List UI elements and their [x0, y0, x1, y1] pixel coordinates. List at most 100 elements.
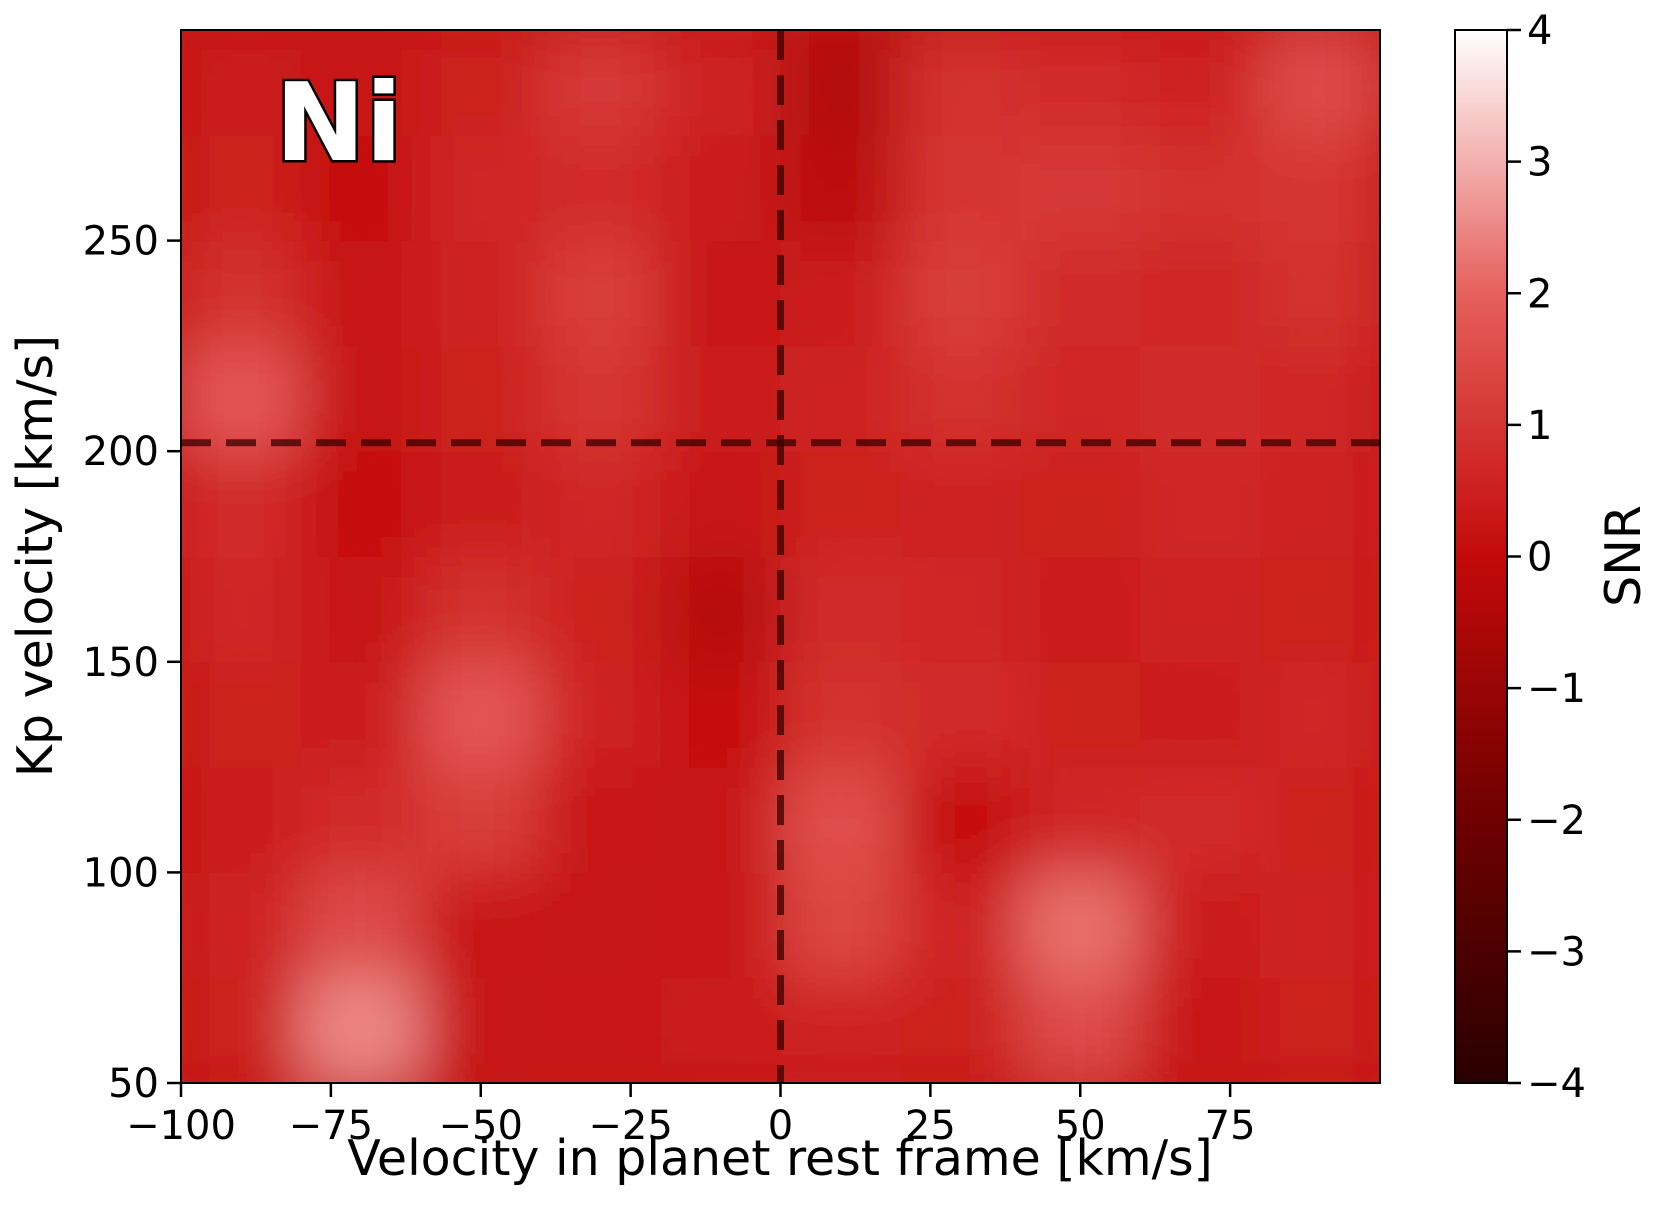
heatmap-cell [181, 556, 302, 663]
heatmap-cell [660, 451, 781, 557]
colorbar [1454, 29, 1508, 1084]
heatmap-cell [1140, 135, 1261, 242]
colorbar-tick-label: −3 [1527, 929, 1586, 975]
heatmap-cell [420, 451, 542, 557]
y-tick-label: 100 [83, 850, 159, 896]
y-tick-label: 200 [83, 429, 159, 475]
heatmap-cell [300, 977, 422, 1083]
heatmap-cell [540, 661, 662, 768]
heatmap-cell [900, 767, 1021, 873]
heatmap-cell [420, 556, 542, 663]
heatmap-cell [1020, 135, 1141, 242]
heatmap-cell [540, 977, 662, 1083]
heatmap-cell [1140, 30, 1261, 136]
heatmap-cell [1260, 556, 1380, 663]
heatmap-cell [181, 345, 302, 452]
heatmap-cell [780, 451, 901, 557]
heatmap-cell [1260, 345, 1380, 452]
colorbar-tick-label: −2 [1527, 798, 1586, 844]
heatmap-cell [780, 767, 901, 873]
heatmap-cell [660, 135, 781, 242]
heatmap-cell [181, 661, 302, 768]
heatmap-cell [420, 977, 542, 1083]
heatmap-cell [181, 767, 302, 873]
heatmap-cell [1260, 135, 1380, 242]
heatmap-cell [900, 977, 1021, 1083]
heatmap-cell [1140, 556, 1261, 663]
heatmap-cell [540, 135, 662, 242]
colorbar-tick-label: 1 [1527, 403, 1552, 449]
heatmap-cell [1260, 977, 1380, 1083]
heatmap-cell [660, 345, 781, 452]
heatmap-cell [900, 135, 1021, 242]
y-tick-label: 150 [83, 640, 159, 686]
heatmap-cell [300, 30, 422, 136]
y-axis-label: Kp velocity [km/s] [7, 335, 64, 777]
heatmap-cell [900, 556, 1021, 663]
heatmap-cell [540, 345, 662, 452]
heatmap-cell [181, 977, 302, 1083]
heatmap-cell [540, 451, 662, 557]
heatmap-cell [1140, 872, 1261, 979]
heatmap-cell [420, 767, 542, 873]
heatmap-cell [420, 661, 542, 768]
heatmap-cell [540, 30, 662, 136]
heatmap-cell [420, 135, 542, 242]
heatmap-cell [1140, 767, 1261, 873]
heatmap-cell [420, 345, 542, 452]
heatmap-cell [1260, 30, 1380, 136]
heatmap-cell [660, 661, 781, 768]
heatmap-cell [900, 345, 1021, 452]
heatmap-cell [181, 240, 302, 347]
y-tick-label: 50 [108, 1061, 159, 1107]
heatmap-cell [660, 767, 781, 873]
heatmap-cell [1020, 661, 1141, 768]
heatmap-cell [780, 345, 901, 452]
heatmap-cell [300, 661, 422, 768]
heatmap-cell [1260, 451, 1380, 557]
heatmap-cell [1020, 977, 1141, 1083]
heatmap-cell [900, 30, 1021, 136]
heatmap-cell [1260, 661, 1380, 768]
heatmap-cell [420, 30, 542, 136]
heatmap-cell [300, 135, 422, 242]
heatmap-cell [300, 345, 422, 452]
heatmap-cell [300, 556, 422, 663]
heatmap-cell [660, 977, 781, 1083]
x-tick-label: −75 [289, 1103, 373, 1149]
heatmap-cell [1260, 240, 1380, 347]
heatmap-cell [780, 661, 901, 768]
heatmap-cell [1020, 451, 1141, 557]
y-tick-label: 250 [83, 219, 159, 265]
heatmap-cell [540, 240, 662, 347]
heatmap-cell [1140, 977, 1261, 1083]
heatmap-cell [660, 556, 781, 663]
x-tick-label: 0 [768, 1103, 793, 1149]
cells [181, 30, 1380, 1083]
heatmap-cell [1020, 872, 1141, 979]
heatmap-cell [780, 30, 901, 136]
heatmap-cell [300, 451, 422, 557]
x-tick-label: 75 [1205, 1103, 1256, 1149]
heatmap-cell [1140, 345, 1261, 452]
heatmap-cell [1020, 30, 1141, 136]
x-tick-label: 50 [1055, 1103, 1106, 1149]
heatmap-cell [780, 977, 901, 1083]
heatmap [181, 30, 1380, 1083]
colorbar-tick-label: 4 [1527, 8, 1552, 54]
x-tick-label: 25 [905, 1103, 956, 1149]
colorbar-tick-label: 3 [1527, 140, 1552, 186]
x-tick-label: −50 [439, 1103, 523, 1149]
heatmap-cell [900, 240, 1021, 347]
colorbar-tick-label: 0 [1527, 535, 1552, 581]
heatmap-cell [1140, 661, 1261, 768]
colorbar-label: SNR [1595, 505, 1652, 607]
heatmap-cell [1260, 872, 1380, 979]
x-axis-label: Velocity in planet rest frame [km/s] [347, 1130, 1213, 1187]
heatmap-cell [900, 661, 1021, 768]
heatmap-cell [420, 872, 542, 979]
heatmap-cell [540, 872, 662, 979]
heatmap-cell [1020, 345, 1141, 452]
heatmap-cell [1020, 767, 1141, 873]
